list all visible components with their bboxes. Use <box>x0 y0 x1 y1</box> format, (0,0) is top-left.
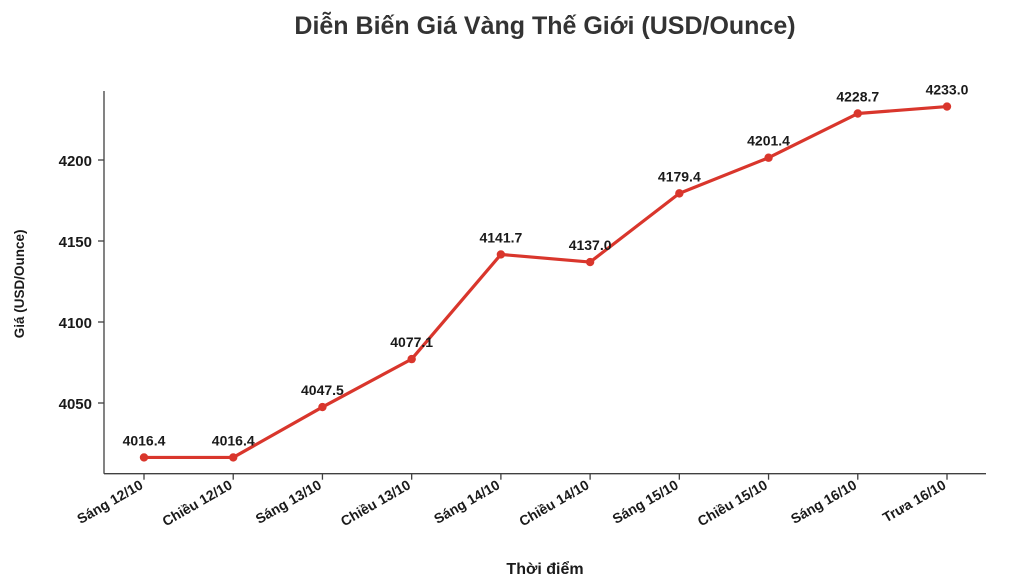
svg-text:4050: 4050 <box>59 396 92 413</box>
svg-text:4077.1: 4077.1 <box>390 334 433 350</box>
svg-text:Sáng 14/10: Sáng 14/10 <box>431 476 503 527</box>
svg-text:Sáng 13/10: Sáng 13/10 <box>253 476 325 527</box>
svg-text:4228.7: 4228.7 <box>836 89 879 105</box>
svg-text:4141.7: 4141.7 <box>479 229 522 245</box>
svg-text:Sáng 16/10: Sáng 16/10 <box>788 476 860 527</box>
svg-text:Trưa 16/10: Trưa 16/10 <box>880 476 949 525</box>
svg-text:Chiều 15/10: Chiều 15/10 <box>695 476 771 529</box>
svg-text:4201.4: 4201.4 <box>747 133 790 149</box>
svg-text:Chiều 12/10: Chiều 12/10 <box>159 476 235 529</box>
svg-text:4016.4: 4016.4 <box>123 432 166 448</box>
svg-text:4179.4: 4179.4 <box>658 168 701 184</box>
svg-text:4233.0: 4233.0 <box>926 82 969 98</box>
svg-text:Sáng 12/10: Sáng 12/10 <box>74 476 146 527</box>
svg-text:Chiều 13/10: Chiều 13/10 <box>338 476 414 529</box>
svg-text:Sáng 15/10: Sáng 15/10 <box>609 476 681 527</box>
svg-text:Thời điểm: Thời điểm <box>506 560 583 578</box>
svg-text:4100: 4100 <box>59 315 92 332</box>
svg-text:4137.0: 4137.0 <box>569 237 612 253</box>
svg-text:4016.4: 4016.4 <box>212 432 255 448</box>
svg-text:4200: 4200 <box>59 153 92 170</box>
svg-text:Giá (USD/Ounce): Giá (USD/Ounce) <box>12 229 27 338</box>
svg-text:Chiều 14/10: Chiều 14/10 <box>516 476 592 529</box>
svg-text:4150: 4150 <box>59 234 92 251</box>
svg-text:4047.5: 4047.5 <box>301 382 344 398</box>
